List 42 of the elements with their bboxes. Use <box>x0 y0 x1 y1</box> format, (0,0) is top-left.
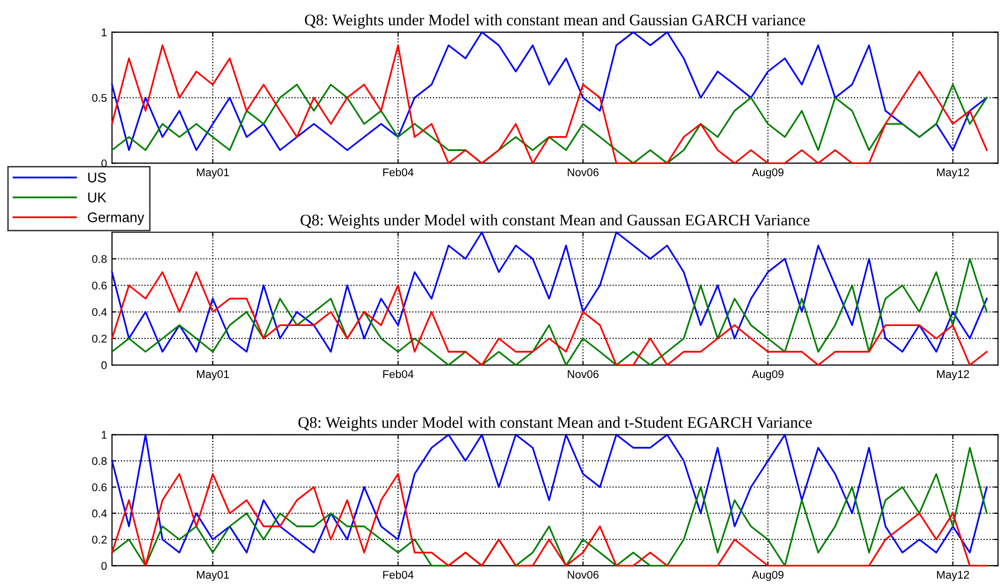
y-tick-label: 0 <box>101 562 107 570</box>
line-series <box>111 31 988 151</box>
line-series <box>111 446 988 567</box>
y-tick-label: 0.6 <box>92 282 107 290</box>
x-tick-label: Feb04 <box>383 370 414 378</box>
x-tick-label: May01 <box>196 370 229 380</box>
line-series <box>111 231 988 353</box>
y-tick-label: 0.4 <box>92 510 107 518</box>
x-tick-label: Feb04 <box>383 570 414 579</box>
line-series <box>111 434 988 554</box>
x-tick-label: Aug09 <box>752 168 784 178</box>
x-tick-label: May12 <box>937 168 969 178</box>
x-tick-label: Nov06 <box>568 570 599 579</box>
x-tick-label: May12 <box>937 570 969 581</box>
chart-title: Q8: Weights under Model with constant Mean and t-Student EGARCH Variance <box>298 416 812 432</box>
y-tick-label: 0.8 <box>92 457 107 465</box>
y-tick-label: 0.8 <box>92 255 107 263</box>
y-tick-label: 0 <box>101 159 107 168</box>
legend-label: US <box>88 172 106 182</box>
x-tick-label: May01 <box>196 570 229 581</box>
x-tick-label: Nov06 <box>568 370 599 378</box>
x-tick-label: May12 <box>937 370 969 380</box>
x-tick-label: Nov06 <box>568 168 599 176</box>
y-tick-label: 0.6 <box>92 483 107 492</box>
chart-title: Q8: Weights under Model with constant mean and Gaussian GARCH variance <box>304 14 806 29</box>
legend-label: UK <box>88 192 106 202</box>
y-tick-label: 0.5 <box>92 94 107 102</box>
x-tick-label: Aug09 <box>752 570 784 581</box>
line-series <box>111 84 988 164</box>
line-series <box>111 473 988 567</box>
y-tick-label: 0.4 <box>92 308 107 316</box>
line-series <box>111 44 988 164</box>
y-tick-label: 0.2 <box>92 536 107 544</box>
chart-title: Q8: Weights under Model with constant Mean and Gaussan EGARCH Variance <box>300 214 810 229</box>
x-tick-label: Feb04 <box>383 168 414 176</box>
y-tick-label: 0 <box>101 361 107 370</box>
x-tick-label: Aug09 <box>752 370 784 380</box>
y-tick-label: 1 <box>102 431 107 439</box>
x-tick-label: May01 <box>196 168 229 178</box>
y-tick-label: 1 <box>102 28 107 36</box>
legend-label: Germany <box>88 212 144 226</box>
y-tick-label: 0.2 <box>92 334 107 343</box>
